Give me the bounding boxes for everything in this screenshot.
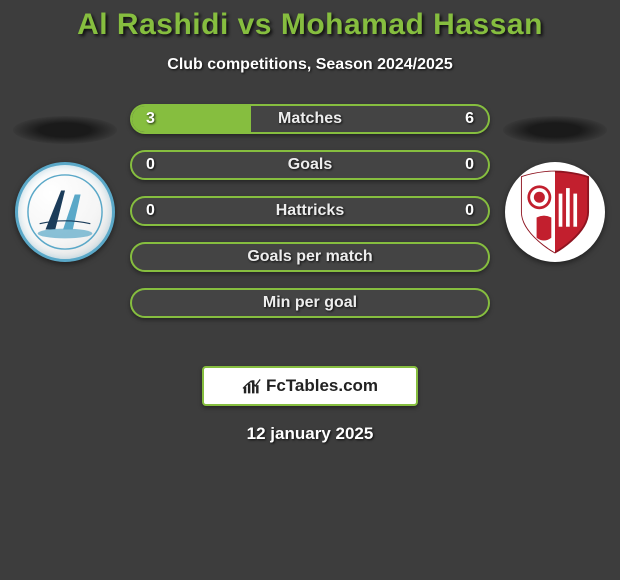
brand-text: FcTables.com [266, 376, 378, 396]
stat-row-mpg: Min per goal [130, 288, 490, 318]
stat-right-value: 0 [438, 156, 488, 174]
crest-left-graphic [26, 173, 104, 251]
stat-row-hattricks: 0 Hattricks 0 [130, 196, 490, 226]
left-player-column [0, 104, 130, 364]
main-panel: 3 Matches 6 0 Goals 0 0 Hattricks 0 Goal… [0, 104, 620, 364]
stat-left-value: 0 [132, 202, 182, 220]
player-shadow-right [503, 116, 607, 144]
page-title: Al Rashidi vs Mohamad Hassan [0, 0, 620, 42]
stat-label: Goals per match [182, 248, 438, 266]
date-label: 12 january 2025 [0, 424, 620, 444]
club-crest-right [505, 162, 605, 262]
widget-container: Al Rashidi vs Mohamad Hassan Club compet… [0, 0, 620, 444]
stat-label: Goals [182, 156, 438, 174]
stat-left-value: 0 [132, 156, 182, 174]
stat-label: Hattricks [182, 202, 438, 220]
subtitle: Club competitions, Season 2024/2025 [0, 56, 620, 74]
stats-column: 3 Matches 6 0 Goals 0 0 Hattricks 0 Goal… [130, 104, 490, 334]
club-crest-left [15, 162, 115, 262]
player-shadow-left [13, 116, 117, 144]
bar-chart-icon [242, 377, 262, 395]
crest-right-graphic [509, 166, 601, 258]
stat-label: Matches [182, 110, 438, 128]
stat-row-gpm: Goals per match [130, 242, 490, 272]
brand-badge[interactable]: FcTables.com [202, 366, 418, 406]
right-player-column [490, 104, 620, 364]
stat-left-value: 3 [132, 110, 182, 128]
stat-row-goals: 0 Goals 0 [130, 150, 490, 180]
stat-right-value: 6 [438, 110, 488, 128]
stat-right-value: 0 [438, 202, 488, 220]
stat-row-matches: 3 Matches 6 [130, 104, 490, 134]
stat-label: Min per goal [182, 294, 438, 312]
